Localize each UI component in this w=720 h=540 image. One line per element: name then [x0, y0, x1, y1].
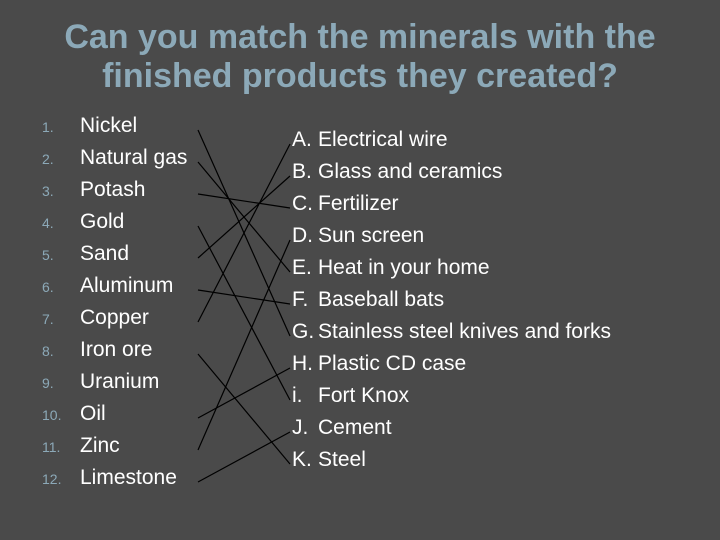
- product-letter: E.: [292, 256, 318, 280]
- list-number: 7.: [42, 311, 80, 327]
- product-label: Sun screen: [318, 224, 424, 248]
- mineral-row: 7.Copper: [42, 306, 187, 338]
- product-label: Glass and ceramics: [318, 160, 502, 184]
- mineral-row: 4.Gold: [42, 210, 187, 242]
- list-number: 5.: [42, 247, 80, 263]
- mineral-label: Potash: [80, 178, 145, 202]
- mineral-row: 5.Sand: [42, 242, 187, 274]
- mineral-row: 3.Potash: [42, 178, 187, 210]
- product-row: A.Electrical wire: [292, 128, 611, 160]
- match-line: [198, 226, 290, 400]
- product-label: Cement: [318, 416, 392, 440]
- match-line: [198, 130, 290, 336]
- products-column: A.Electrical wireB.Glass and ceramicsC.F…: [292, 128, 611, 480]
- list-number: 2.: [42, 151, 80, 167]
- mineral-label: Zinc: [80, 434, 120, 458]
- mineral-label: Natural gas: [80, 146, 187, 170]
- match-line: [198, 368, 290, 418]
- product-letter: F.: [292, 288, 318, 312]
- mineral-row: 6.Aluminum: [42, 274, 187, 306]
- mineral-label: Gold: [80, 210, 124, 234]
- list-number: 10.: [42, 407, 80, 423]
- mineral-label: Iron ore: [80, 338, 152, 362]
- match-line: [198, 432, 290, 482]
- mineral-label: Copper: [80, 306, 149, 330]
- mineral-label: Sand: [80, 242, 129, 266]
- match-line: [198, 144, 290, 322]
- mineral-label: Aluminum: [80, 274, 173, 298]
- mineral-label: Uranium: [80, 370, 159, 394]
- product-letter: i.: [292, 384, 318, 408]
- mineral-row: 8.Iron ore: [42, 338, 187, 370]
- mineral-row: 2.Natural gas: [42, 146, 187, 178]
- match-line: [198, 354, 290, 464]
- mineral-row: 11.Zinc: [42, 434, 187, 466]
- product-letter: K.: [292, 448, 318, 472]
- list-number: 12.: [42, 471, 80, 487]
- mineral-row: 12.Limestone: [42, 466, 187, 498]
- product-row: i.Fort Knox: [292, 384, 611, 416]
- list-number: 6.: [42, 279, 80, 295]
- list-number: 11.: [42, 439, 80, 455]
- product-letter: D.: [292, 224, 318, 248]
- list-number: 1.: [42, 119, 80, 135]
- match-line: [198, 290, 290, 304]
- product-label: Heat in your home: [318, 256, 490, 280]
- product-row: D.Sun screen: [292, 224, 611, 256]
- mineral-row: 1.Nickel: [42, 114, 187, 146]
- match-line: [198, 162, 290, 272]
- match-line: [198, 176, 290, 258]
- product-label: Baseball bats: [318, 288, 444, 312]
- list-number: 4.: [42, 215, 80, 231]
- product-row: H.Plastic CD case: [292, 352, 611, 384]
- product-row: E.Heat in your home: [292, 256, 611, 288]
- product-row: K.Steel: [292, 448, 611, 480]
- product-row: C.Fertilizer: [292, 192, 611, 224]
- content-area: 1.Nickel2.Natural gas3.Potash4.Gold5.San…: [0, 106, 720, 526]
- product-letter: H.: [292, 352, 318, 376]
- mineral-label: Limestone: [80, 466, 177, 490]
- product-letter: C.: [292, 192, 318, 216]
- product-label: Fertilizer: [318, 192, 399, 216]
- list-number: 3.: [42, 183, 80, 199]
- list-number: 8.: [42, 343, 80, 359]
- mineral-row: 10.Oil: [42, 402, 187, 434]
- product-label: Stainless steel knives and forks: [318, 320, 611, 344]
- slide-title: Can you match the minerals with the fini…: [0, 0, 720, 106]
- product-label: Steel: [318, 448, 366, 472]
- mineral-row: 9.Uranium: [42, 370, 187, 402]
- product-row: J.Cement: [292, 416, 611, 448]
- product-row: B.Glass and ceramics: [292, 160, 611, 192]
- product-letter: J.: [292, 416, 318, 440]
- product-row: F.Baseball bats: [292, 288, 611, 320]
- product-letter: B.: [292, 160, 318, 184]
- product-label: Plastic CD case: [318, 352, 466, 376]
- product-letter: G.: [292, 320, 318, 344]
- product-letter: A.: [292, 128, 318, 152]
- mineral-label: Nickel: [80, 114, 137, 138]
- minerals-column: 1.Nickel2.Natural gas3.Potash4.Gold5.San…: [42, 114, 187, 498]
- list-number: 9.: [42, 375, 80, 391]
- product-label: Electrical wire: [318, 128, 448, 152]
- match-line: [198, 240, 290, 450]
- match-line: [198, 194, 290, 208]
- product-row: G.Stainless steel knives and forks: [292, 320, 611, 352]
- mineral-label: Oil: [80, 402, 106, 426]
- product-label: Fort Knox: [318, 384, 409, 408]
